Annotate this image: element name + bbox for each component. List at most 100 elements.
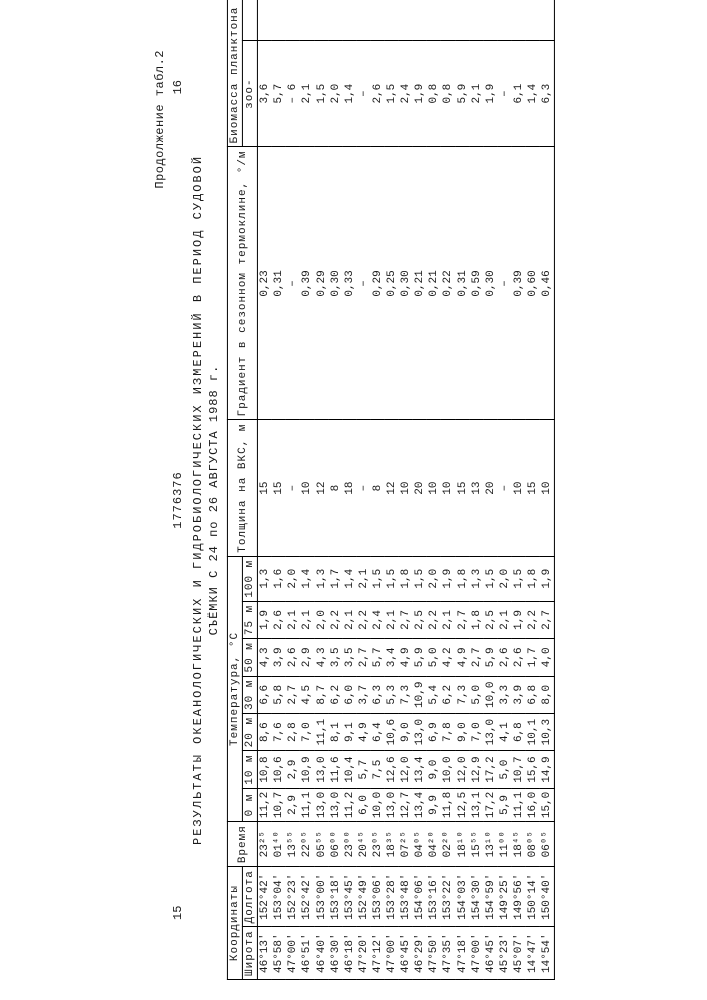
cell-t50: 4,3	[314, 639, 328, 676]
col-zoo: зоо-	[242, 40, 257, 147]
cell-t10: 12,6	[384, 751, 398, 788]
cell-t20: 7,0	[300, 713, 314, 750]
cell-zoo: 2,0	[328, 40, 342, 147]
cell-t100: 2,1	[356, 556, 370, 601]
cell-t75: 2,1	[497, 601, 511, 638]
cell-thk: 8	[328, 420, 342, 556]
table-row: 47°00'154°30'15⁵⁵13,112,97,05,02,71,81,3…	[469, 0, 483, 980]
cell-thk: 15	[525, 420, 539, 556]
cell-t100: 1,5	[413, 556, 427, 601]
cell-t50: 3,5	[328, 639, 342, 676]
table-row: 46°30'153°18'06⁰⁰13,011,68,16,23,52,21,7…	[328, 0, 342, 980]
table-row: 45°23'149°25'11⁰⁰5,95,04,13,32,62,12,0––…	[497, 0, 511, 980]
cell-t0: 11,8	[441, 788, 455, 821]
cell-t50: 4,9	[399, 639, 413, 676]
cell-phy: 1,7	[483, 0, 497, 40]
cell-grad: 0,31	[455, 147, 469, 420]
table-row: 14°54'150°40'06⁰⁵15,014,910,38,04,02,71,…	[539, 0, 554, 980]
cell-t0: 17,2	[483, 788, 497, 821]
cell-phy: 4,5	[370, 0, 384, 40]
col-thickness: Толщина на ВКС, м	[227, 420, 257, 556]
cell-thk: 13	[469, 420, 483, 556]
cell-grad: 0,21	[427, 147, 441, 420]
cell-t75: 1,9	[511, 601, 525, 638]
cell-t75: 2,2	[427, 601, 441, 638]
cell-t100: 1,4	[300, 556, 314, 601]
cell-grad: –	[286, 147, 300, 420]
cell-t100: 1,9	[441, 556, 455, 601]
cell-t30: 3,9	[511, 676, 525, 713]
cell-t75: 2,1	[300, 601, 314, 638]
cell-zoo: 6,3	[539, 40, 554, 147]
cell-lat: 46°30'	[328, 927, 342, 980]
table-row: 47°50'153°16'04²⁰9,99,06,95,45,02,22,010…	[427, 0, 441, 980]
cell-grad: 0,31	[272, 147, 286, 420]
cell-t0: 15,0	[539, 788, 554, 821]
cell-lon: 152°42'	[300, 867, 314, 927]
cell-t75: 2,7	[539, 601, 554, 638]
table-row: 47°35'153°22'02²⁰11,810,07,86,24,22,11,9…	[441, 0, 455, 980]
cell-phy: 1,4	[427, 0, 441, 40]
cell-t20: 8,6	[257, 713, 272, 750]
cell-t50: 2,7	[469, 639, 483, 676]
cell-t100: 1,3	[257, 556, 272, 601]
col-d100: 100 м	[242, 556, 257, 601]
col-d75: 75 м	[242, 601, 257, 638]
cell-t10: 13,0	[314, 751, 328, 788]
cell-phy: 1,5	[413, 0, 427, 40]
cell-time: 13⁵⁵	[286, 822, 300, 867]
cell-t75: 2,5	[413, 601, 427, 638]
cell-thk: 10	[441, 420, 455, 556]
cell-thk: 15	[257, 420, 272, 556]
col-d30: 30 м	[242, 676, 257, 713]
cell-time: 08⁰⁵	[525, 822, 539, 867]
cell-t10: 10,9	[300, 751, 314, 788]
cell-t50: 5,0	[427, 639, 441, 676]
cell-phy: 2,1	[272, 0, 286, 40]
cell-t10: 12,0	[399, 751, 413, 788]
cell-lon: 154°03'	[455, 867, 469, 927]
cell-zoo: –	[497, 40, 511, 147]
cell-lon: 153°28'	[384, 867, 398, 927]
cell-grad: 0,21	[413, 147, 427, 420]
cell-grad: 0,46	[539, 147, 554, 420]
cell-zoo: 1,4	[342, 40, 356, 147]
cell-t100: 1,3	[314, 556, 328, 601]
cell-thk: 12	[384, 420, 398, 556]
col-group-coords: Координаты	[227, 867, 242, 980]
cell-lon: 149°56'	[511, 867, 525, 927]
cell-t100: 1,5	[384, 556, 398, 601]
cell-lon: 154°59'	[483, 867, 497, 927]
cell-t20: 4,1	[497, 713, 511, 750]
cell-thk: –	[497, 420, 511, 556]
cell-t75: 1,8	[469, 601, 483, 638]
table-row: 45°58'153°04'01⁴⁰10,710,67,65,83,92,61,6…	[272, 0, 286, 980]
data-table: Координаты Время Температура, °C Толщина…	[226, 0, 554, 980]
cell-thk: 15	[455, 420, 469, 556]
cell-t50: 4,9	[455, 639, 469, 676]
cell-t100: 1,3	[469, 556, 483, 601]
cell-t100: 2,0	[427, 556, 441, 601]
cell-t50: 4,0	[539, 639, 554, 676]
cell-zoo: 2,1	[300, 40, 314, 147]
col-d0: 0 м	[242, 788, 257, 821]
cell-grad: 0,29	[314, 147, 328, 420]
cell-lat: 47°00'	[384, 927, 398, 980]
cell-t30: 6,3	[370, 676, 384, 713]
cell-grad: 0,30	[483, 147, 497, 420]
cell-time: 01⁴⁰	[272, 822, 286, 867]
table-row: 46°40'153°00'05⁵⁵13,013,011,18,74,32,01,…	[314, 0, 328, 980]
table-row: 47°12'153°06'23⁰⁵10,07,56,46,35,72,41,58…	[370, 0, 384, 980]
cell-grad: 0,39	[511, 147, 525, 420]
cell-zoo: 6,1	[511, 40, 525, 147]
cell-time: 18⁴⁵	[511, 822, 525, 867]
cell-t0: 11,1	[511, 788, 525, 821]
cell-t50: 3,9	[272, 639, 286, 676]
cell-t0: 11,2	[257, 788, 272, 821]
cell-t20: 7,0	[469, 713, 483, 750]
cell-lon: 154°30'	[469, 867, 483, 927]
cell-lon: 152°23'	[286, 867, 300, 927]
cell-t75: 2,2	[525, 601, 539, 638]
cell-t50: 3,4	[384, 639, 398, 676]
cell-lat: 47°18'	[455, 927, 469, 980]
